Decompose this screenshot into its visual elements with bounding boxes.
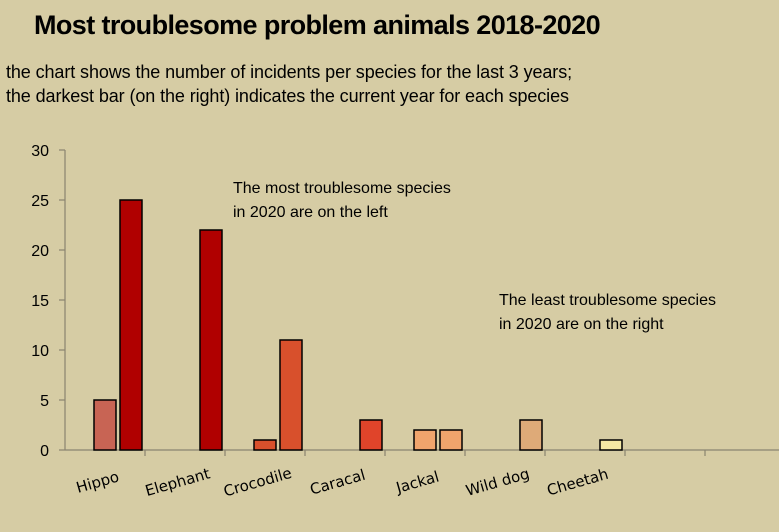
y-tick-label: 20	[31, 243, 49, 260]
chart-bars	[93, 199, 623, 451]
y-axis-ticks: 0 5 10 15 20 25 30	[31, 143, 65, 460]
bar-crocodile	[279, 339, 303, 451]
y-tick-label: 15	[31, 293, 49, 310]
x-tick-label: Crocodile	[221, 464, 293, 501]
y-tick-label: 5	[40, 393, 49, 410]
chart-subtitle-line-1: the chart shows the number of incidents …	[6, 62, 572, 82]
x-tick-label: Caracal	[308, 466, 367, 499]
annotation-right-line-1: The least troublesome species	[499, 292, 716, 309]
y-tick-label: 30	[31, 143, 49, 160]
x-axis-category-labels: Hippo Elephant Crocodile Caracal Jackal Wild …	[74, 464, 610, 501]
y-tick-label: 25	[31, 193, 49, 210]
bar-jackal	[413, 429, 437, 451]
bar-caracal	[359, 419, 383, 451]
x-tick-label: Cheetah	[545, 465, 611, 500]
bar-hippo	[93, 399, 117, 451]
annotation-right-line-2: in 2020 are on the right	[499, 316, 664, 333]
annotation-left-line-1: The most troublesome species	[233, 180, 451, 197]
bar-crocodile	[253, 439, 277, 451]
x-tick-label: Elephant	[143, 464, 212, 500]
bar-jackal	[439, 429, 463, 451]
bar-wild-dog	[519, 419, 543, 451]
annotation-left-line-2: in 2020 are on the left	[233, 204, 388, 221]
chart-subtitle-line-2: the darkest bar (on the right) indicates…	[6, 86, 569, 106]
bar-cheetah	[599, 439, 623, 451]
y-tick-label: 10	[31, 343, 49, 360]
y-tick-label: 0	[40, 443, 49, 460]
x-tick-label: Wild dog	[464, 465, 532, 500]
chart-title: Most troublesome problem animals 2018-20…	[34, 10, 601, 40]
bar-elephant	[199, 229, 223, 451]
x-tick-label: Hippo	[74, 468, 121, 497]
x-tick-label: Jackal	[393, 468, 441, 498]
bar-hippo	[119, 199, 143, 451]
